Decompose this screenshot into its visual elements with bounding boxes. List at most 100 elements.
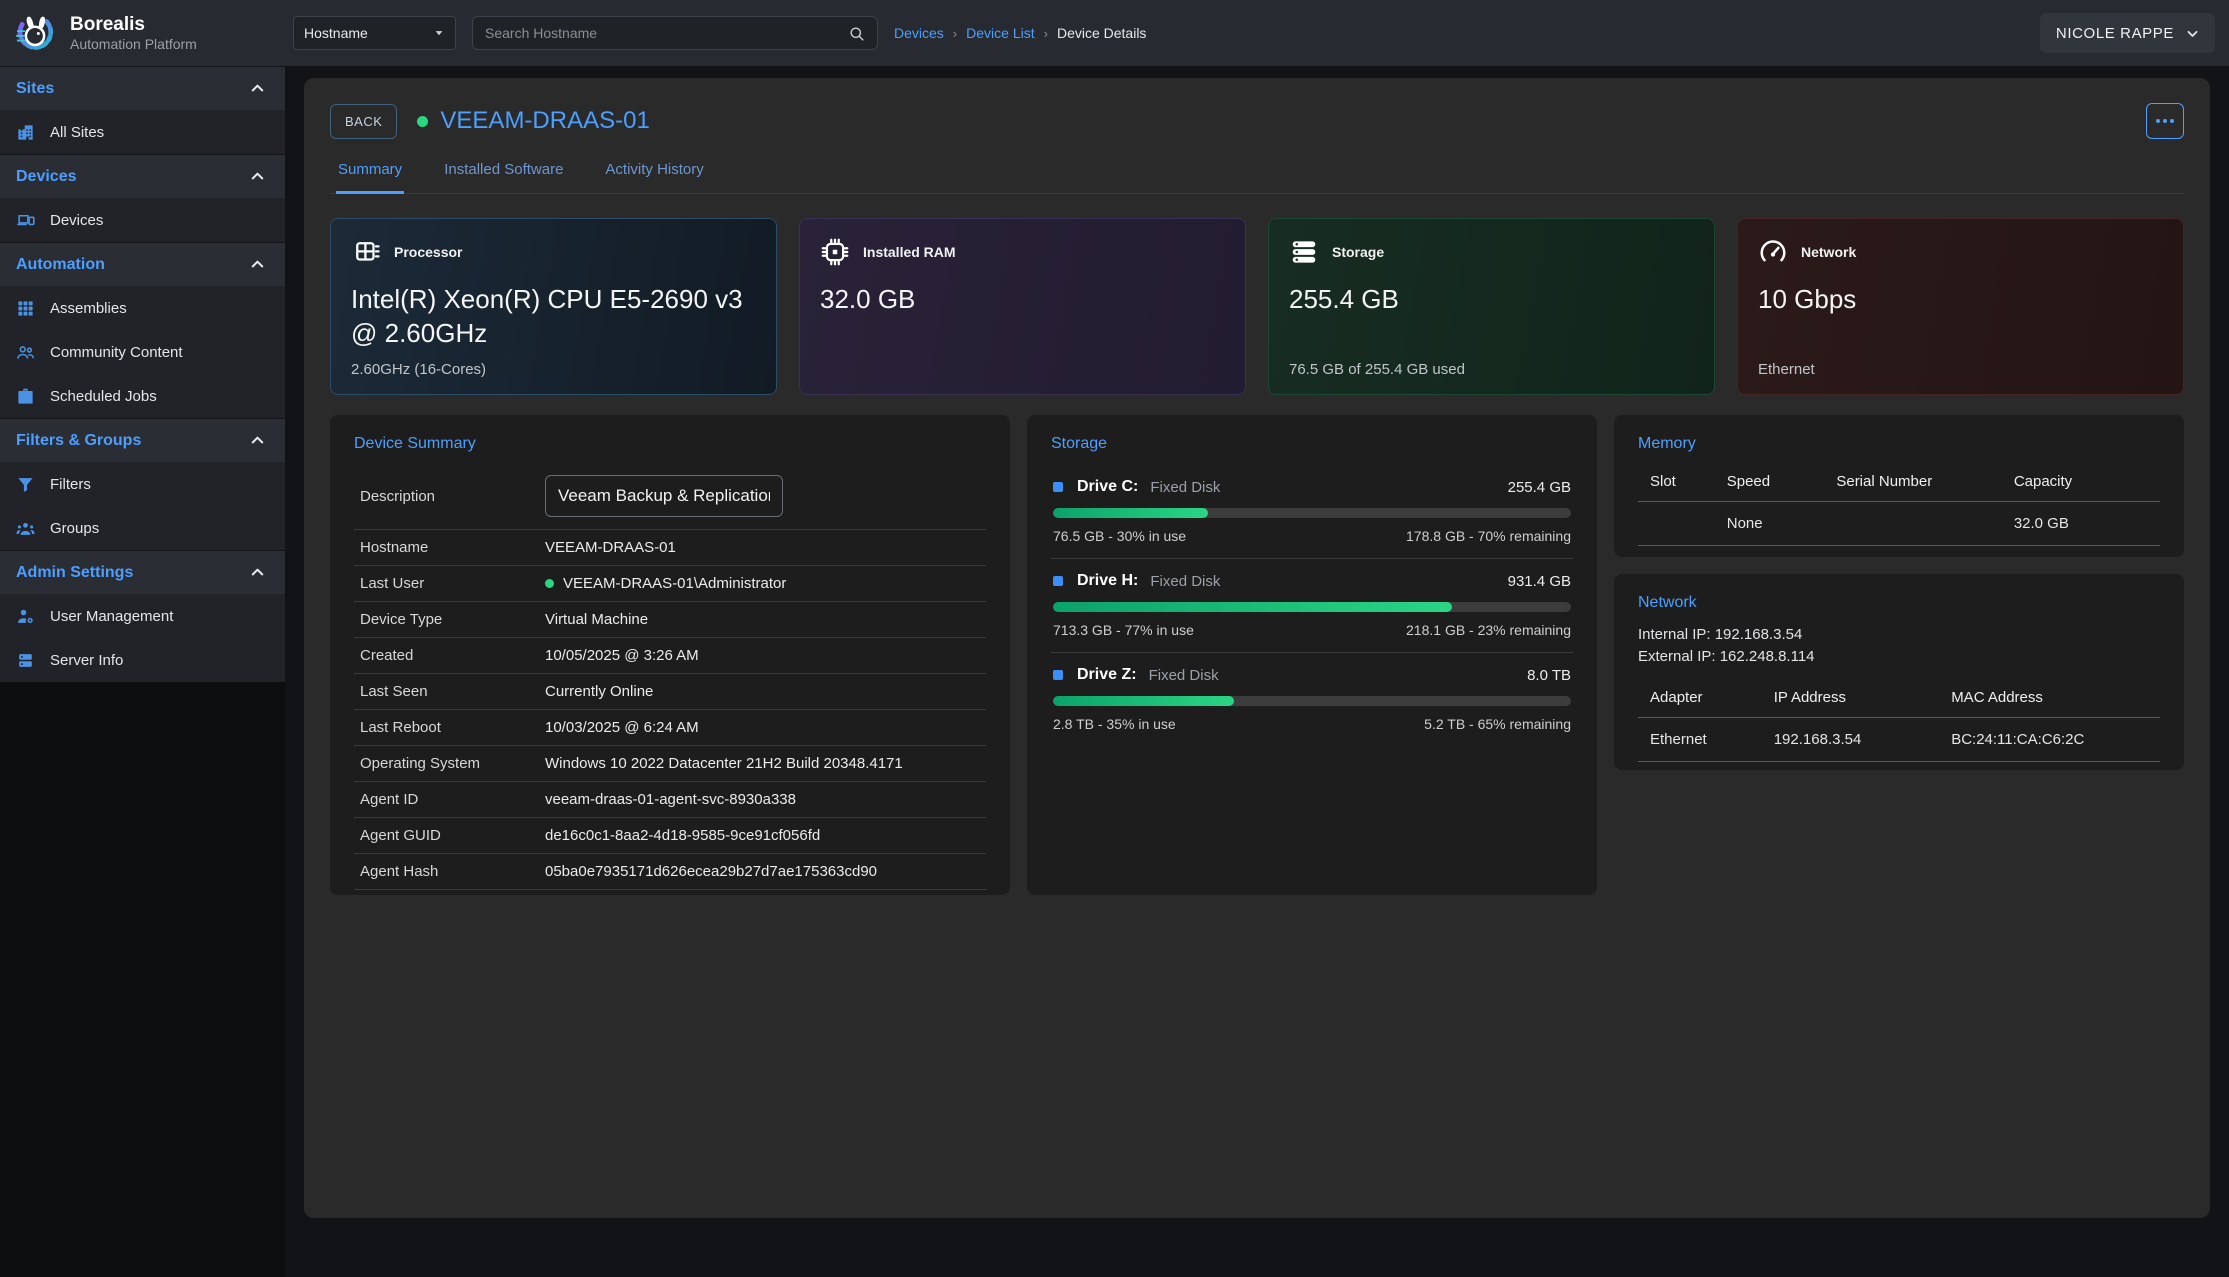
summary-row-label: Operating System — [360, 755, 545, 772]
more-actions-button[interactable] — [2146, 103, 2184, 139]
briefcase-icon — [16, 387, 35, 406]
summary-row-last-reboot: Last Reboot10/03/2025 @ 6:24 AM — [354, 710, 986, 746]
table-cell: 192.168.3.54 — [1774, 718, 1951, 762]
back-button[interactable]: BACK — [330, 104, 397, 139]
borealis-logo-icon — [12, 10, 58, 56]
summary-row-last-seen: Last SeenCurrently Online — [354, 674, 986, 710]
breadcrumb-device-list[interactable]: Device List — [966, 25, 1034, 41]
sidebar-section-label: Admin Settings — [16, 564, 133, 582]
summary-row-last-user: Last UserVEEAM-DRAAS-01\Administrator — [354, 566, 986, 602]
topbar: Hostname Devices›Device List›Device Deta… — [285, 0, 2229, 66]
drive-size: 255.4 GB — [1508, 479, 1571, 496]
drive-usage-fill — [1053, 696, 1234, 706]
hostname-filter-select[interactable]: Hostname — [293, 16, 456, 50]
sidebar-section-label: Sites — [16, 80, 54, 98]
column-header-speed: Speed — [1727, 465, 1837, 502]
drive-bullet-icon — [1053, 576, 1063, 586]
sidebar-item-devices[interactable]: Devices — [0, 198, 285, 242]
tab-bar: Summary Installed Software Activity Histor… — [330, 161, 2184, 194]
summary-row-value: de16c0c1-8aa2-4d18-9585-9ce91cf056fd — [545, 827, 980, 844]
stat-card-network: Network10 GbpsEthernet — [1737, 218, 2184, 395]
ellipsis-icon — [2156, 119, 2160, 123]
description-input[interactable] — [545, 475, 783, 517]
sidebar-item-scheduled-jobs[interactable]: Scheduled Jobs — [0, 374, 285, 418]
sidebar-item-community-content[interactable]: Community Content — [0, 330, 285, 374]
sidebar-item-assemblies[interactable]: Assemblies — [0, 286, 285, 330]
drive-usage-bar — [1053, 508, 1571, 518]
device-details-panel: BACK VEEAM-DRAAS-01 Summary Installed Sof… — [304, 78, 2210, 1218]
sidebar-section-filters-groups[interactable]: Filters & Groups — [0, 418, 285, 462]
drive-used-text: 713.3 GB - 77% in use — [1053, 622, 1194, 638]
stat-card-title: Network — [1801, 244, 1856, 260]
device-summary-panel: Device Summary Description HostnameVEEAM… — [330, 415, 1010, 895]
table-cell: BC:24:11:CA:C6:2C — [1951, 718, 2160, 762]
tab-summary[interactable]: Summary — [336, 161, 404, 194]
sidebar-section-admin-settings[interactable]: Admin Settings — [0, 550, 285, 594]
column-header-mac-address: MAC Address — [1951, 681, 2160, 718]
sidebar-item-label: Groups — [50, 520, 99, 537]
breadcrumb-device-details: Device Details — [1057, 25, 1146, 41]
devices-icon — [16, 211, 35, 230]
summary-row-value: VEEAM-DRAAS-01\Administrator — [545, 575, 980, 592]
sidebar-section-sites[interactable]: Sites — [0, 66, 285, 110]
storage-panel: Storage Drive C:Fixed Disk255.4 GB76.5 G… — [1027, 415, 1597, 895]
summary-row-value: veeam-draas-01-agent-svc-8930a338 — [545, 791, 980, 808]
sidebar-section-label: Filters & Groups — [16, 432, 141, 450]
tab-activity-history[interactable]: Activity History — [603, 161, 705, 194]
sidebar-nav: SitesAll SitesDevicesDevicesAutomationAs… — [0, 66, 285, 682]
sidebar-item-all-sites[interactable]: All Sites — [0, 110, 285, 154]
user-gear-icon — [16, 607, 35, 626]
funnel-icon — [16, 475, 35, 494]
summary-row-hostname: HostnameVEEAM-DRAAS-01 — [354, 530, 986, 566]
drive-type: Fixed Disk — [1150, 479, 1220, 496]
sidebar-item-groups[interactable]: Groups — [0, 506, 285, 550]
brand: Borealis Automation Platform — [0, 0, 285, 66]
search-box — [472, 16, 878, 50]
search-input[interactable] — [485, 25, 840, 41]
memory-table: SlotSpeedSerial NumberCapacityNone32.0 G… — [1638, 465, 2160, 546]
sidebar-section-label: Automation — [16, 256, 105, 274]
device-name-title: VEEAM-DRAAS-01 — [440, 107, 649, 135]
table-cell: None — [1727, 502, 1837, 546]
drive-used-text: 2.8 TB - 35% in use — [1053, 716, 1176, 732]
tab-installed-software[interactable]: Installed Software — [442, 161, 565, 194]
sidebar-section-devices[interactable]: Devices — [0, 154, 285, 198]
sidebar-item-filters[interactable]: Filters — [0, 462, 285, 506]
drive-type: Fixed Disk — [1149, 667, 1219, 684]
breadcrumb-devices[interactable]: Devices — [894, 25, 944, 41]
sidebar-item-server-info[interactable]: Server Info — [0, 638, 285, 682]
summary-row-value: Currently Online — [545, 683, 980, 700]
device-summary-title: Device Summary — [354, 435, 986, 453]
sidebar-section-automation[interactable]: Automation — [0, 242, 285, 286]
drive-drive-c: Drive C:Fixed Disk255.4 GB76.5 GB - 30% … — [1051, 465, 1573, 559]
summary-row-label: Agent Hash — [360, 863, 545, 880]
drive-used-text: 76.5 GB - 30% in use — [1053, 528, 1186, 544]
table-cell: Ethernet — [1638, 718, 1774, 762]
sidebar-item-user-management[interactable]: User Management — [0, 594, 285, 638]
memory-panel-title: Memory — [1638, 435, 2160, 453]
drive-usage-fill — [1053, 508, 1208, 518]
drive-drive-z: Drive Z:Fixed Disk8.0 TB2.8 TB - 35% in … — [1051, 653, 1573, 746]
user-menu-button[interactable]: NICOLE RAPPE — [2040, 13, 2215, 53]
summary-row-agent-guid: Agent GUIDde16c0c1-8aa2-4d18-9585-9ce91c… — [354, 818, 986, 854]
stat-card-value: 32.0 GB — [820, 283, 1225, 317]
sidebar-item-label: User Management — [50, 608, 173, 625]
sidebar-item-label: Filters — [50, 476, 91, 493]
drive-type: Fixed Disk — [1150, 573, 1220, 590]
drive-usage-fill — [1053, 602, 1452, 612]
stat-cards: ProcessorIntel(R) Xeon(R) CPU E5-2690 v3… — [330, 218, 2184, 395]
drive-remaining-text: 178.8 GB - 70% remaining — [1406, 528, 1571, 544]
drive-name: Drive Z: — [1077, 666, 1137, 684]
column-header-ip-address: IP Address — [1774, 681, 1951, 718]
grid-icon — [16, 299, 35, 318]
stat-card-value: 255.4 GB — [1289, 283, 1694, 317]
summary-row-label: Last Reboot — [360, 719, 545, 736]
summary-row-label: Hostname — [360, 539, 545, 556]
user-name: NICOLE RAPPE — [2056, 25, 2174, 42]
chevron-up-icon — [250, 169, 265, 184]
summary-row-device-type: Device TypeVirtual Machine — [354, 602, 986, 638]
description-label: Description — [360, 488, 545, 505]
stat-card-footer: Ethernet — [1758, 361, 1815, 378]
column-header-serial-number: Serial Number — [1836, 465, 2013, 502]
stat-card-title: Processor — [394, 244, 462, 260]
